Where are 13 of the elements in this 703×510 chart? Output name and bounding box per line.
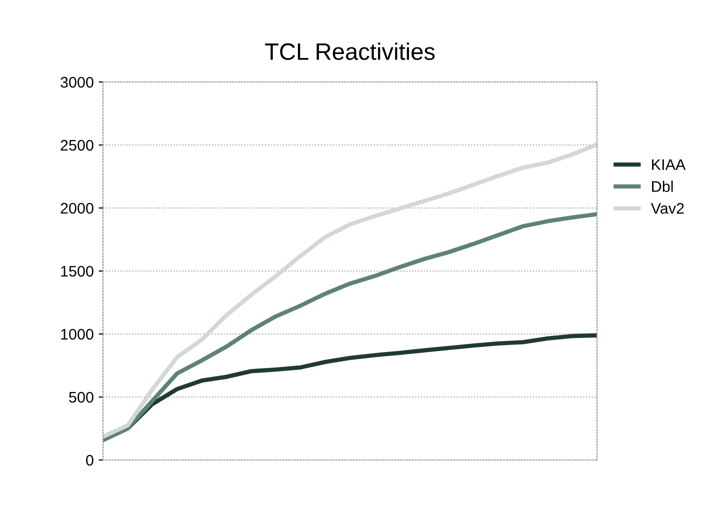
y-tick-label: 1000: [61, 328, 94, 340]
chart-title: TCL Reactivities: [265, 42, 435, 60]
legend-label: Vav2: [650, 203, 684, 214]
line-series: [103, 212, 597, 442]
legend-label: Dbl: [652, 180, 673, 192]
y-tick-label: 0: [86, 454, 94, 466]
line-series: [103, 142, 597, 439]
legend-label: KIAA: [652, 159, 686, 170]
y-tick-label: 500: [69, 392, 94, 403]
y-tick-label: 2000: [60, 202, 94, 214]
y-tick-label: 2500: [60, 140, 94, 151]
y-tick-label: 1500: [61, 266, 94, 277]
y-tick-label: 3000: [60, 76, 94, 88]
